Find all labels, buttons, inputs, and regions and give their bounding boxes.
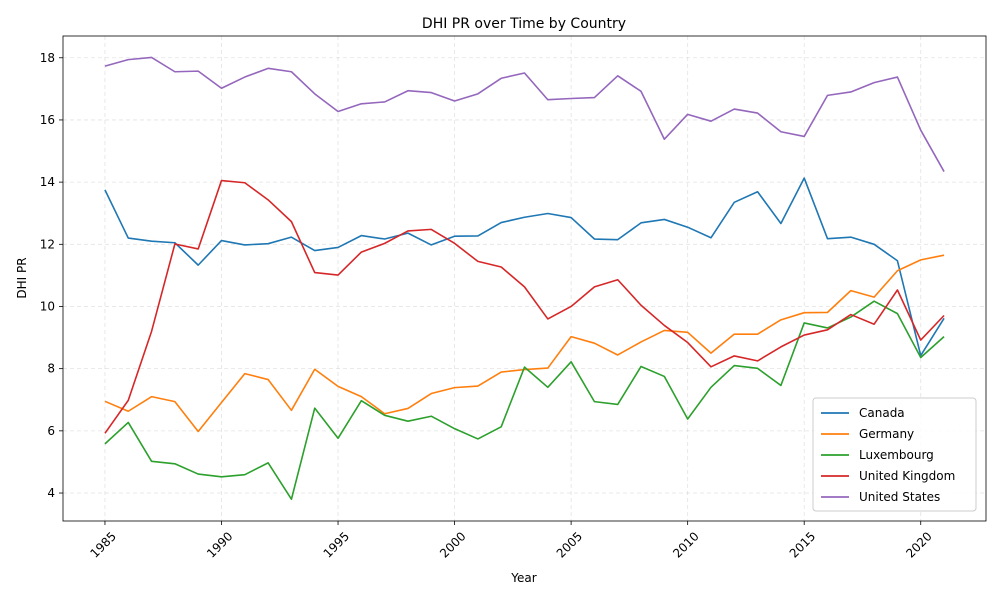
y-axis-ticks: 4 6 8 10 12 14 16 18 <box>40 51 63 500</box>
series-line-united-kingdom <box>104 179 945 434</box>
series-line-united-states <box>104 56 945 172</box>
y-tick-label: 12 <box>40 237 55 251</box>
series-line-germany <box>104 254 945 433</box>
legend-entry: Luxembourg <box>859 448 934 462</box>
y-tick-label: 14 <box>40 175 55 189</box>
series-line-luxembourg <box>104 300 945 501</box>
y-tick-label: 8 <box>47 362 55 376</box>
y-tick-label: 18 <box>40 51 55 65</box>
legend-entry: Germany <box>859 427 914 441</box>
legend-entry: United Kingdom <box>859 469 955 483</box>
y-tick-label: 10 <box>40 299 55 313</box>
plot-frame <box>62 35 987 522</box>
legend-box <box>812 397 977 512</box>
y-axis-label: DHI PR <box>15 257 29 298</box>
x-axis-label: Year <box>510 571 536 585</box>
y-tick-label: 16 <box>40 113 55 127</box>
grid <box>63 36 986 521</box>
y-tick-label: 4 <box>47 486 55 500</box>
legend: Canada Germany Luxembourg United Kingdom Uni… <box>812 397 977 512</box>
series-line-canada <box>104 177 945 357</box>
legend-entry: United States <box>859 490 940 504</box>
legend-entry: Canada <box>859 406 905 420</box>
y-tick-label: 6 <box>47 424 55 438</box>
series-lines <box>104 56 945 501</box>
chart-title: DHI PR over Time by Country <box>422 16 626 32</box>
